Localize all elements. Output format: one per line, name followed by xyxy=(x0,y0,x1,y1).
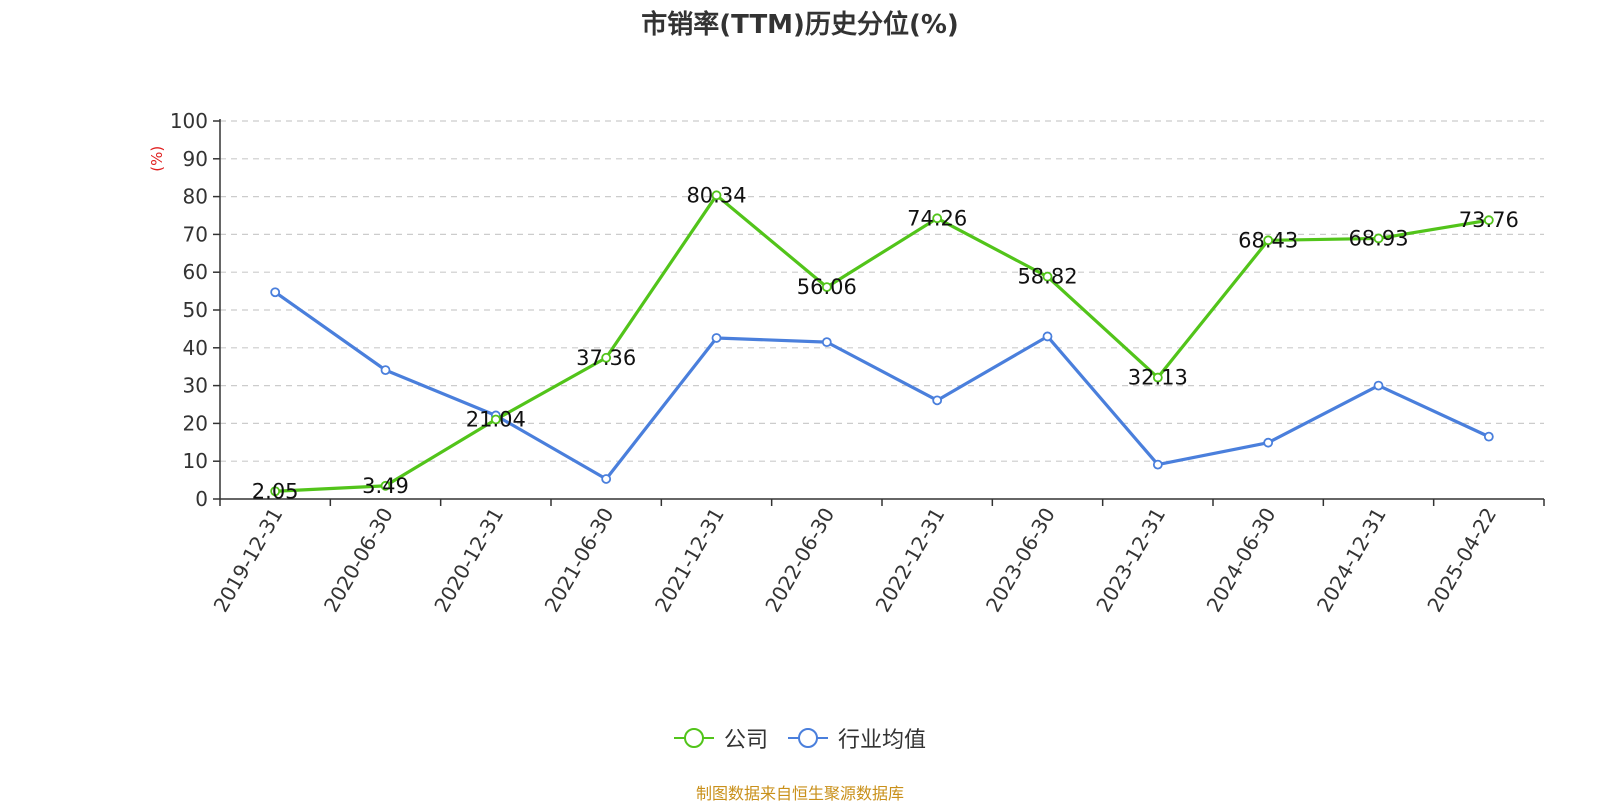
data-label: 73.76 xyxy=(1459,208,1519,232)
series-line-company xyxy=(275,193,1490,493)
y-tick-label: 70 xyxy=(183,222,208,246)
x-tick-label: 2020-12-31 xyxy=(429,504,508,617)
y-tick-label: 100 xyxy=(170,109,208,133)
data-point-company xyxy=(1373,233,1384,244)
data-point-industry xyxy=(1152,459,1163,470)
data-point-industry xyxy=(1042,331,1053,342)
data-point-company xyxy=(490,414,501,425)
data-labels: 2.05 3.49 21.04 37.36 80.34 56.06 74.26 58.82 32… xyxy=(252,183,1519,503)
grid-lines xyxy=(220,120,1544,462)
data-point-company xyxy=(380,480,391,491)
legend-label-company: 公司 xyxy=(723,728,768,753)
data-point-company xyxy=(821,282,832,292)
y-tick-label: 80 xyxy=(183,185,208,209)
y-tick-label: 0 xyxy=(195,487,208,511)
data-point-industry xyxy=(1373,380,1384,391)
y-axis-label: (%) xyxy=(148,146,166,172)
data-label: 56.06 xyxy=(797,275,857,299)
y-tick-label: 20 xyxy=(183,411,208,435)
data-label: 58.82 xyxy=(1017,265,1077,289)
data-point-industry xyxy=(1263,437,1274,448)
data-label: 3.49 xyxy=(362,474,409,498)
data-point-industry xyxy=(1483,431,1494,442)
data-label: 74.26 xyxy=(907,206,967,230)
source-note: 制图数据来自恒生聚源数据库 xyxy=(695,784,904,803)
x-tick-label: 2024-06-30 xyxy=(1202,504,1281,617)
data-point-company xyxy=(270,486,281,497)
data-point-company xyxy=(1263,235,1274,246)
data-point-company xyxy=(1152,372,1163,383)
x-tick-label: 2022-12-31 xyxy=(871,504,950,617)
legend: 公司 行业均值 xyxy=(0,722,1600,754)
data-point-company xyxy=(1042,271,1053,282)
x-tick-label: 2023-12-31 xyxy=(1091,504,1170,617)
legend-item-company[interactable]: 公司 xyxy=(673,722,768,754)
data-point-industry xyxy=(380,365,391,376)
x-tick-label: 2024-12-31 xyxy=(1312,504,1391,617)
data-point-company xyxy=(601,352,612,363)
x-tick-label: 2020-06-30 xyxy=(319,504,398,617)
series-layer xyxy=(270,190,1494,497)
series-line-industry xyxy=(274,290,1490,481)
data-point-company xyxy=(932,213,943,224)
x-tick-label: 2021-12-31 xyxy=(650,504,729,617)
data-point-industry xyxy=(932,395,943,406)
y-tick-label: 50 xyxy=(183,298,208,322)
data-label: 80.34 xyxy=(686,183,746,207)
legend-label-industry: 行业均值 xyxy=(838,728,927,753)
x-tick-label: 2023-06-30 xyxy=(981,504,1060,617)
data-point-industry xyxy=(711,333,722,343)
y-tick-label: 60 xyxy=(183,260,208,284)
y-tick-label: 10 xyxy=(183,449,208,473)
data-label: 68.43 xyxy=(1238,228,1298,252)
y-tick-label: 40 xyxy=(183,336,208,360)
data-point-industry xyxy=(821,337,832,348)
legend-marker-industry-icon xyxy=(788,728,828,748)
data-point-industry xyxy=(270,287,281,298)
x-tick-label: 2021-06-30 xyxy=(540,504,619,617)
axes: 0 10 20 30 40 50 60 70 80 90 100(%) 2019-12-31 2020-… xyxy=(148,109,1545,617)
data-label: 2.05 xyxy=(252,479,299,503)
legend-marker-company-icon xyxy=(673,728,714,748)
y-tick-label: 30 xyxy=(183,374,208,398)
data-label: 32.13 xyxy=(1128,366,1188,390)
data-label: 68.93 xyxy=(1348,226,1408,250)
x-tick-label: 2022-06-30 xyxy=(760,504,839,617)
data-label: 37.36 xyxy=(576,346,636,370)
data-point-company xyxy=(1483,215,1494,226)
x-tick-label: 2025-04-22 xyxy=(1422,504,1501,617)
data-label: 21.04 xyxy=(466,407,526,431)
y-tick-label: 90 xyxy=(183,147,208,171)
chart-title: 市销率(TTM)历史分位(%) xyxy=(641,10,959,40)
line-chart: 0 10 20 30 40 50 60 70 80 90 100(%) 2019-12-31 2020-… xyxy=(148,109,1545,617)
data-point-industry xyxy=(601,474,612,484)
data-point-company xyxy=(711,190,722,201)
x-tick-label: 2019-12-31 xyxy=(209,504,288,617)
legend-item-industry[interactable]: 行业均值 xyxy=(788,722,926,754)
